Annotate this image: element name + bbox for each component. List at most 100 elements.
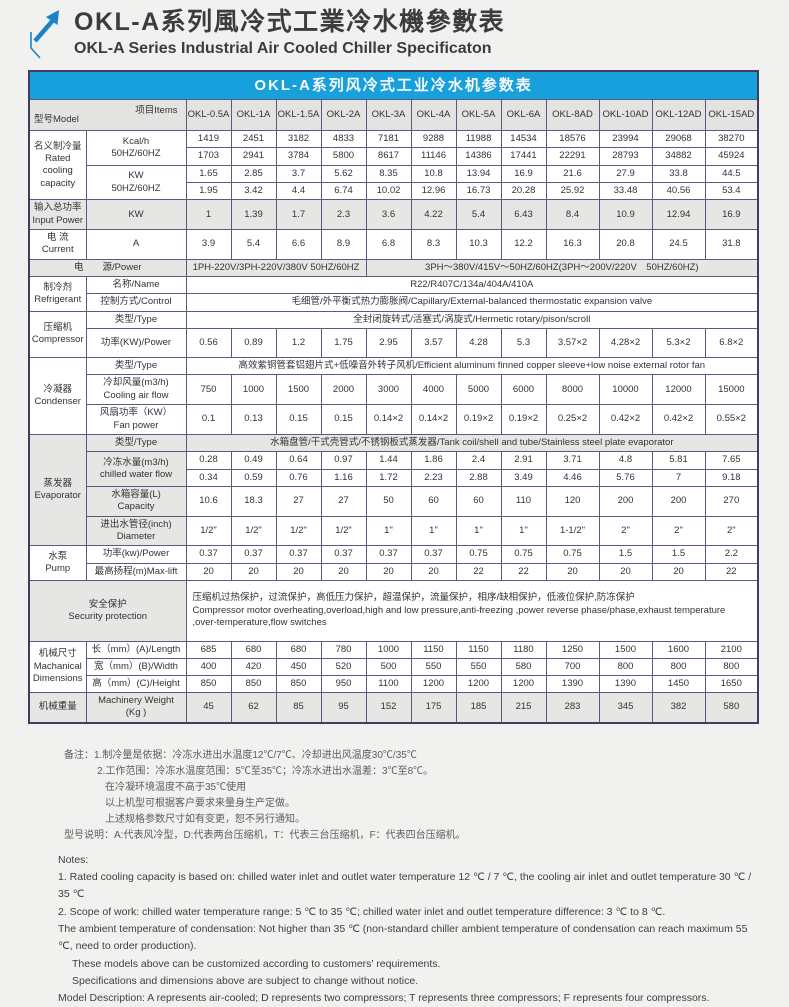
value-cell: 1.65 xyxy=(185,164,232,184)
value-cell: 85 xyxy=(275,691,322,724)
value-cell: 22291 xyxy=(545,147,600,166)
value-cell: 0.19×2 xyxy=(500,404,547,435)
condenser-type-row: 冷凝器 Condenser 类型/Type 高效紫铜管套铝翅片式+低噪音外转子风机/E… xyxy=(28,357,759,435)
value-cell: 0.15 xyxy=(320,404,367,435)
value-cell: 283 xyxy=(545,691,600,724)
category-condenser: 冷凝器 Condenser xyxy=(28,357,87,435)
value-cell: 20.28 xyxy=(500,182,547,201)
model-header-cell: OKL-4A xyxy=(410,99,457,131)
note-line: 型号说明：A:代表风冷型，D:代表两台压缩机，T：代表三台压缩机，F：代表四台压… xyxy=(64,829,466,841)
item-refrigerant-control: 控制方式/Control xyxy=(85,293,187,312)
value-cell: 1419 xyxy=(185,129,232,149)
value-cell: 0.37 xyxy=(230,545,277,564)
value-cell: 10.02 xyxy=(365,182,412,201)
value-cell: 520 xyxy=(320,657,367,676)
corner-cell: 型号Model 项目Items xyxy=(28,99,187,131)
model-header-cell: OKL-10AD xyxy=(598,99,653,131)
category-power-supply: 电 源/Power xyxy=(28,258,187,278)
item-weight: Machinery Weight (Kg ) xyxy=(85,691,187,724)
value-cell: 20.8 xyxy=(598,229,653,260)
value-cell: 1000 xyxy=(365,640,412,659)
value-cell: 21.6 xyxy=(545,164,600,184)
value-cell: 1" xyxy=(455,515,502,547)
value-cell: 6.8×2 xyxy=(704,328,759,359)
value-cell: 800 xyxy=(598,657,653,676)
value-cell: 0.37 xyxy=(410,545,457,564)
value-cell: 2.23 xyxy=(410,468,457,487)
item-cooling-air-flow: 冷却风量(m3/h) Cooling air flow xyxy=(85,374,187,406)
value-cell: 580 xyxy=(500,657,547,676)
dimension-height-row: 高（mm）(C)/Height 850 850 850 950 1100 1200 1200 1… xyxy=(29,674,759,693)
pipe-diameter-row: 进出水管径(inch) Diameter 1/2" 1/2" 1/2" 1/2" 1" 1" 1… xyxy=(29,515,759,547)
value-cell: 20 xyxy=(230,562,277,581)
value-cell: 400 xyxy=(185,657,232,676)
value-cell: 16.9 xyxy=(704,199,759,231)
value-cell: 14386 xyxy=(455,147,502,166)
value-cell: 15000 xyxy=(704,374,759,406)
value-cell: 1.5 xyxy=(651,545,706,564)
value-cell: 0.64 xyxy=(275,451,322,470)
value-cell: 450 xyxy=(275,657,322,676)
value-cell: 8000 xyxy=(545,374,600,406)
model-header-cell: OKL-6A xyxy=(500,99,547,131)
value-cell: 20 xyxy=(320,562,367,581)
note-line: The ambient temperature of condensation:… xyxy=(58,922,748,953)
pump-maxlift-row: 最高扬程(m)Max-lift 20 20 20 20 20 20 22 22 20 20 20 22 xyxy=(29,562,759,581)
input-power-row: 输入总功率 Input Power KW 1 1.39 1.7 2.3 3.6 4.22 5.4 6… xyxy=(28,199,759,231)
item-tank-capacity: 水箱容量(L) Capacity xyxy=(85,485,187,517)
value-cell: 2" xyxy=(598,515,653,547)
item-kcal: Kcal/h 50HZ/60HZ xyxy=(85,130,187,166)
value-cell: 120 xyxy=(545,485,600,517)
value-cell: 0.75 xyxy=(500,545,547,564)
value-cell: 1/2" xyxy=(230,515,277,547)
note-line: 1. Rated cooling capacity is based on: c… xyxy=(58,870,752,901)
value-cell: 345 xyxy=(598,691,653,724)
refrigerant-name-row: 制冷剂 Refrigerant 名称/Name R22/R407C/134a/404A… xyxy=(28,276,759,312)
value-cell: 0.59 xyxy=(230,468,277,487)
category-dimensions: 机械尺寸 Machanical Dimensions xyxy=(28,640,87,693)
value-cell: 0.28 xyxy=(185,451,232,470)
power-supply-row: 电 源/Power 1PH-220V/3PH-220V/380V 50HZ/60H… xyxy=(28,258,759,278)
model-header-cell: OKL-0.5A xyxy=(185,99,232,131)
value-cell: 20 xyxy=(275,562,322,581)
value-cell: 3000 xyxy=(365,374,412,406)
value-cell: 2.3 xyxy=(320,199,367,231)
value-cell: 0.37 xyxy=(185,545,232,564)
value-cell: 580 xyxy=(704,691,759,724)
note-line: Notes: xyxy=(58,853,89,866)
item-condenser-type: 类型/Type xyxy=(85,357,187,376)
value-cell: 9288 xyxy=(410,129,457,149)
value-cell: 1/2" xyxy=(275,515,322,547)
category-security-protection: 安全保护 Security protection xyxy=(28,579,187,642)
item-pipe-diameter: 进出水管径(inch) Diameter xyxy=(85,515,187,547)
value-cell: 33.8 xyxy=(651,164,706,184)
value-cell: 4.8 xyxy=(598,451,653,470)
value-cell: 3.49 xyxy=(500,468,547,487)
value-cell: 12.2 xyxy=(500,229,547,260)
value-cell: 5.3 xyxy=(500,328,547,359)
value-cell: 4833 xyxy=(320,129,367,149)
value-cell: 22 xyxy=(455,562,502,581)
value-cell: 45 xyxy=(185,691,232,724)
value-cell: 16.3 xyxy=(545,229,600,260)
note-line: 2. Scope of work: chilled water temperat… xyxy=(58,905,666,918)
value-cell: 33.48 xyxy=(598,182,653,201)
value-cell: 4.46 xyxy=(545,468,600,487)
dimension-length-row: 机械尺寸 Machanical Dimensions 长（mm）(A)/Length 6… xyxy=(28,640,759,693)
value-cell: 5.62 xyxy=(320,164,367,184)
value-cell: 550 xyxy=(410,657,457,676)
value-cell: 3784 xyxy=(275,147,322,166)
value-cell: 2.95 xyxy=(365,328,412,359)
value-cell: 20 xyxy=(365,562,412,581)
dimension-width-row: 宽（mm）(B)/Width 400 420 450 520 500 550 550 580 70… xyxy=(29,657,759,676)
chilled-water-flow-50hz-row: 冷冻水量(m3/h) chilled water flow 0.28 0.49 0.64… xyxy=(29,451,759,487)
value-cell: 685 xyxy=(185,640,232,659)
arrow-logo-icon xyxy=(28,8,66,60)
value-cell: 28793 xyxy=(598,147,653,166)
corner-items-label: 项目Items xyxy=(135,105,178,116)
value-cell: 1.5 xyxy=(598,545,653,564)
value-cell: 18.3 xyxy=(230,485,277,517)
value-cell: 3.42 xyxy=(230,182,277,201)
value-cell: 20 xyxy=(410,562,457,581)
value-cell: 16.73 xyxy=(455,182,502,201)
